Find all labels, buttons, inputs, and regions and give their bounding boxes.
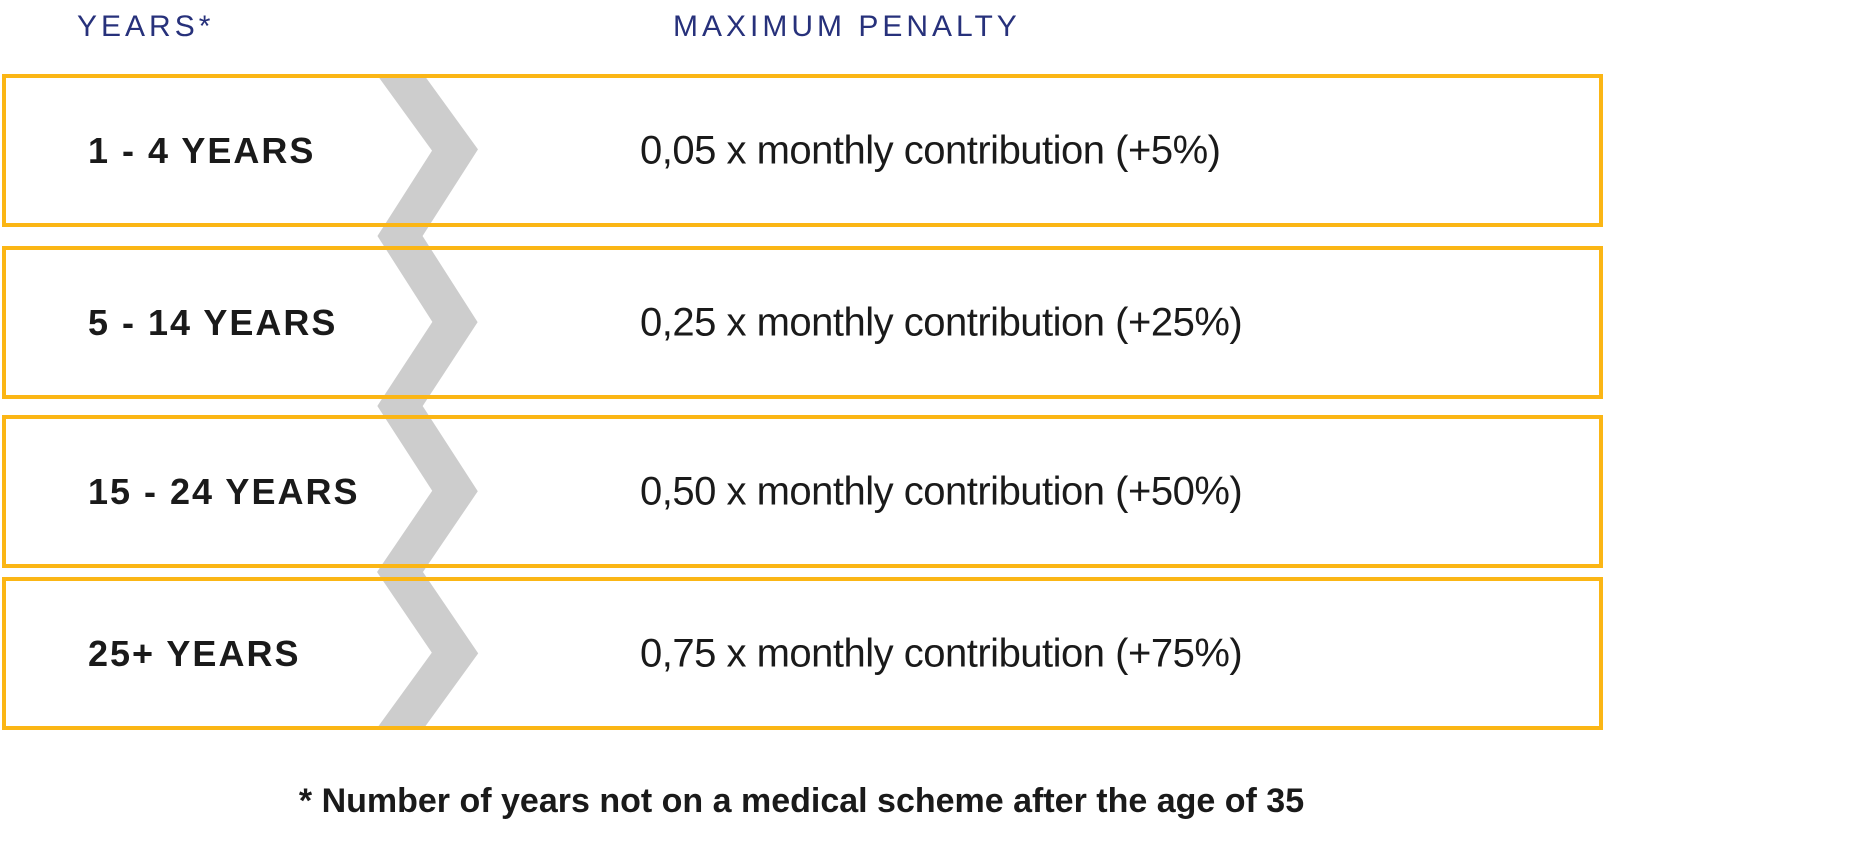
- table-row: 15 - 24 YEARS 0,50 x monthly contributio…: [2, 415, 1603, 568]
- years-range-label: 5 - 14 YEARS: [88, 301, 338, 343]
- penalty-formula-text: 0,50 x monthly contribution (+50%): [640, 469, 1243, 513]
- column-header-years: YEARS*: [77, 10, 215, 43]
- penalty-formula-text: 0,05 x monthly contribution (+5%): [640, 128, 1221, 172]
- penalty-formula-text: 0,75 x monthly contribution (+75%): [640, 631, 1243, 675]
- table-row: 5 - 14 YEARS 0,25 x monthly contribution…: [2, 246, 1603, 399]
- column-header-maximum-penalty: MAXIMUM PENALTY: [673, 10, 1021, 43]
- footnote-text: * Number of years not on a medical schem…: [298, 782, 1305, 820]
- table-row: 1 - 4 YEARS 0,05 x monthly contribution …: [2, 74, 1603, 227]
- table-row: 25+ YEARS 0,75 x monthly contribution (+…: [2, 577, 1603, 730]
- years-range-label: 15 - 24 YEARS: [88, 470, 360, 512]
- years-range-label: 1 - 4 YEARS: [88, 129, 316, 171]
- years-range-label: 25+ YEARS: [88, 632, 301, 674]
- penalty-formula-text: 0,25 x monthly contribution (+25%): [640, 300, 1243, 344]
- chevron-right-zigzag-icon: [376, 74, 479, 729]
